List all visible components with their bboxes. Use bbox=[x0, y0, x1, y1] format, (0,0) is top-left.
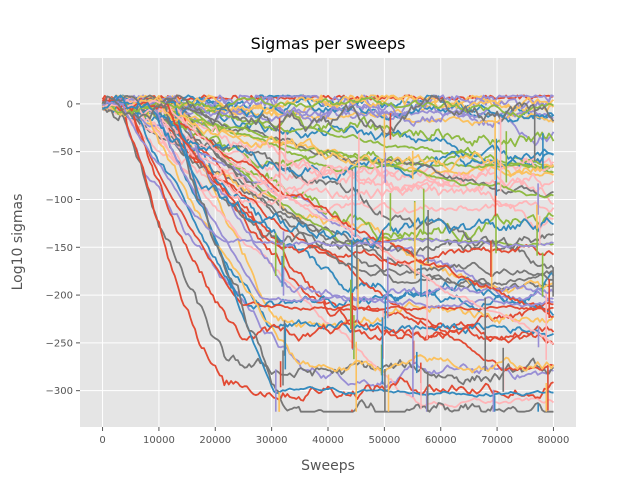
x-tick-label: 30000 bbox=[256, 435, 288, 446]
x-tick-label: 60000 bbox=[425, 435, 457, 446]
series-line bbox=[101, 99, 555, 202]
series-line bbox=[101, 98, 554, 230]
x-tick-label: 20000 bbox=[199, 435, 231, 446]
x-tick-label: 70000 bbox=[481, 435, 513, 446]
series-line bbox=[102, 96, 555, 188]
y-axis-ticks: 0 −50 −100 −150 −200 −250 −300 bbox=[46, 99, 80, 397]
x-axis-ticks: 0 10000 20000 30000 40000 50000 60000 70000 8000… bbox=[99, 427, 569, 446]
y-tick-label: −50 bbox=[52, 147, 73, 158]
y-tick-label: −100 bbox=[46, 195, 73, 206]
y-tick-label: −150 bbox=[46, 243, 73, 254]
y-axis-label: Log10 sigmas bbox=[10, 194, 26, 291]
series-line bbox=[101, 100, 554, 389]
series-line bbox=[101, 94, 554, 249]
series-line bbox=[102, 99, 555, 346]
y-tick-label: −200 bbox=[46, 291, 73, 302]
series-line bbox=[102, 98, 554, 318]
x-tick-label: 40000 bbox=[312, 435, 344, 446]
series-line bbox=[101, 100, 554, 249]
series-line bbox=[101, 97, 554, 119]
series-line bbox=[102, 99, 555, 386]
series-line bbox=[101, 97, 554, 176]
series-line bbox=[102, 99, 554, 345]
chart-title: Sigmas per sweeps bbox=[251, 34, 406, 53]
x-tick-label: 50000 bbox=[368, 435, 400, 446]
x-axis-label: Sweeps bbox=[301, 458, 355, 474]
series-line bbox=[102, 102, 554, 312]
series-line bbox=[102, 100, 554, 309]
series-line bbox=[101, 94, 555, 113]
x-tick-label: 10000 bbox=[143, 435, 175, 446]
series-line bbox=[101, 102, 554, 402]
series-line bbox=[101, 94, 554, 413]
x-tick-label: 0 bbox=[99, 435, 105, 446]
series-line bbox=[101, 101, 555, 305]
series-line bbox=[101, 94, 555, 135]
series-line bbox=[102, 102, 554, 170]
y-tick-label: −250 bbox=[46, 338, 73, 349]
series-layer bbox=[101, 94, 555, 413]
y-tick-label: 0 bbox=[67, 99, 73, 110]
y-tick-label: −300 bbox=[46, 386, 73, 397]
x-tick-label: 80000 bbox=[538, 435, 570, 446]
series-line bbox=[101, 102, 555, 374]
series-line bbox=[101, 98, 555, 267]
